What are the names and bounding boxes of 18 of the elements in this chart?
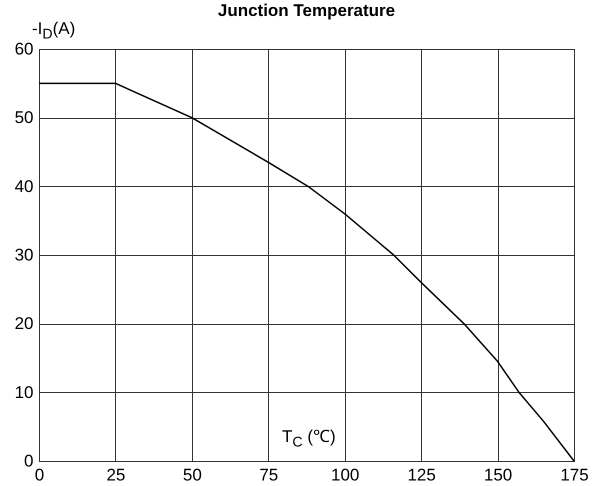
y-tick-label: 60: [14, 40, 34, 58]
x-tick-label: 75: [259, 466, 278, 484]
y-tick-label: 10: [14, 382, 34, 402]
x-axis-title: T$_{C}$ (℃): [280, 427, 338, 451]
y-tick-label: 0: [24, 452, 34, 470]
x-tick-label: 125: [407, 466, 436, 484]
x-tick-label: 150: [484, 466, 512, 484]
y-tick-label: 20: [14, 314, 34, 334]
x-tick-label: 100: [331, 466, 360, 484]
x-tick-label: 50: [182, 466, 202, 484]
y-axis-title: -I$_{D}$(A): [32, 19, 76, 42]
x-tick-label: 25: [106, 466, 126, 484]
chart-title: Junction Temperature: [218, 1, 396, 20]
y-tick-label: 50: [14, 108, 34, 128]
x-tick-label: 175: [560, 466, 589, 484]
line-series: [38, 82, 575, 462]
y-tick-label: 30: [14, 246, 34, 264]
y-tick-label: 40: [14, 176, 34, 196]
